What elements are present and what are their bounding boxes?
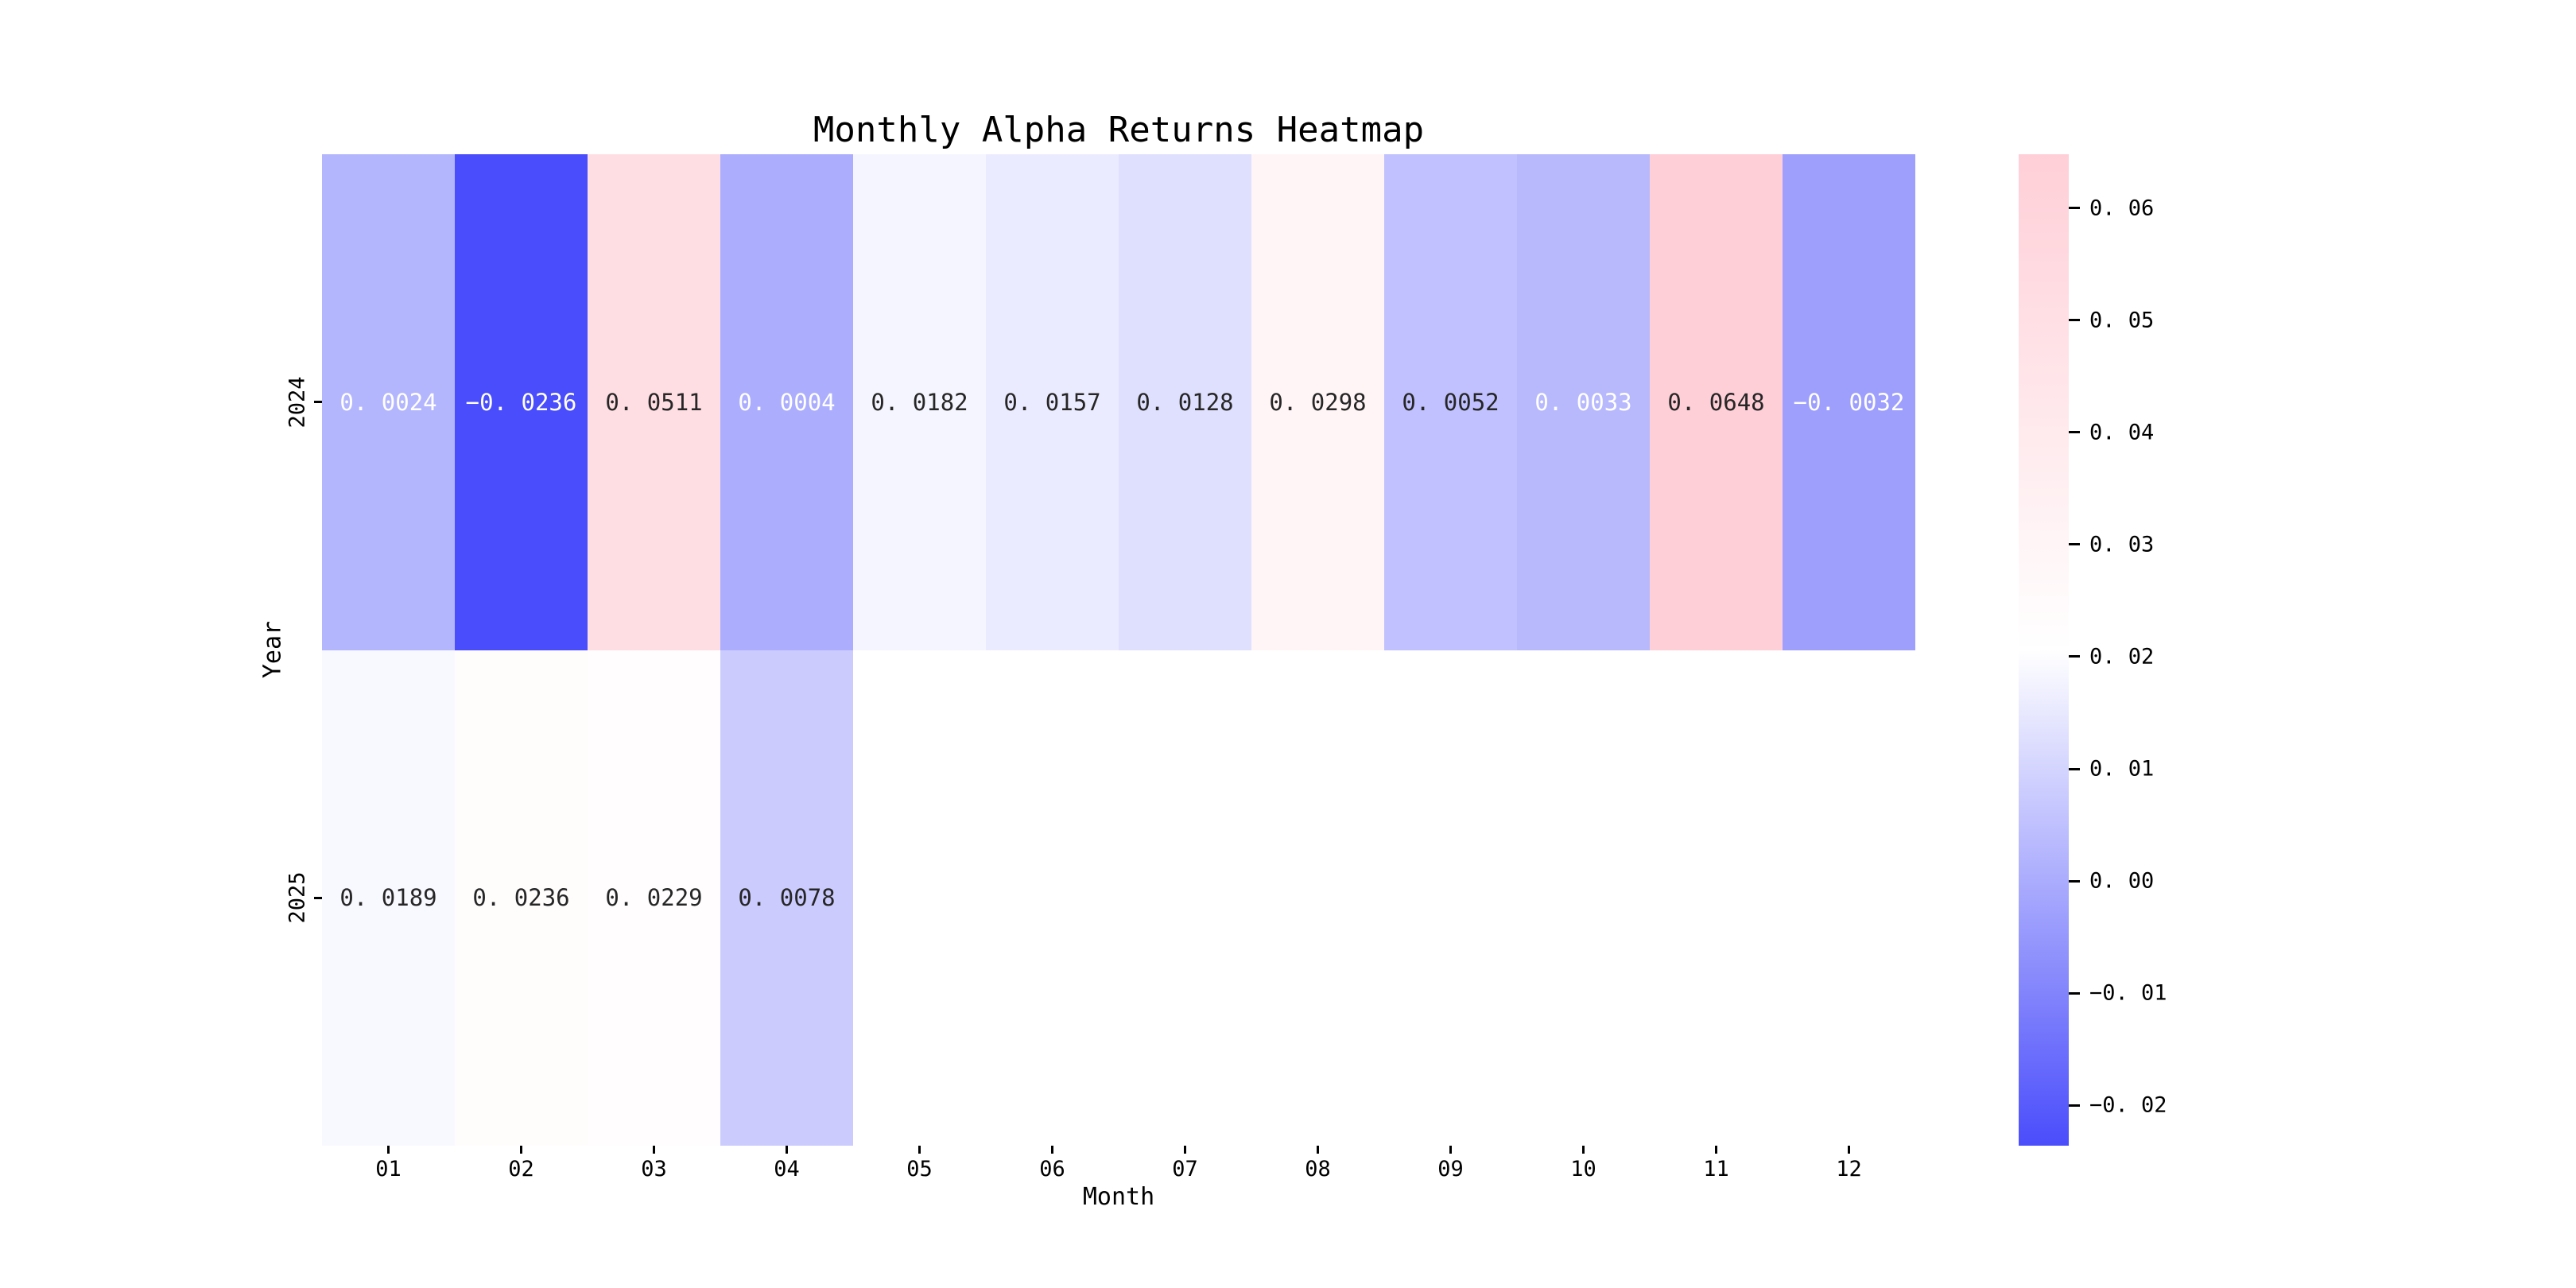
heatmap-cell-2024-07: 0. 0128	[1119, 154, 1251, 650]
cell-annotation: 0. 0182	[871, 388, 968, 416]
x-tick-label-10: 10	[1570, 1157, 1596, 1181]
colorbar-tick-label: −0. 01	[2089, 980, 2167, 1006]
x-tick-mark	[1715, 1146, 1717, 1154]
x-tick-label-11: 11	[1703, 1157, 1729, 1181]
heatmap-plot-area: 0. 0024 −0. 0236 0. 0511 0. 0004 0. 0182 0. 0…	[322, 154, 1915, 1146]
chart-title: Monthly Alpha Returns Heatmap	[813, 110, 1425, 150]
heatmap-cell-2025-07	[1119, 650, 1251, 1146]
colorbar-tick-mark	[2069, 543, 2080, 546]
cell-annotation: 0. 0298	[1269, 388, 1367, 416]
heatmap-cell-2024-10: 0. 0033	[1517, 154, 1650, 650]
colorbar-tick-label: 0. 05	[2089, 308, 2155, 333]
colorbar-tick-label: 0. 04	[2089, 420, 2155, 445]
heatmap-cell-2024-02: −0. 0236	[455, 154, 588, 650]
x-tick-mark	[520, 1146, 522, 1154]
heatmap-cell-2025-12	[1783, 650, 1915, 1146]
cell-annotation: 0. 0078	[738, 884, 836, 912]
x-tick-mark	[1848, 1146, 1850, 1154]
colorbar-tick-mark	[2069, 319, 2080, 322]
cell-annotation: 0. 0511	[605, 388, 703, 416]
cell-annotation: 0. 0189	[339, 884, 437, 912]
heatmap-cell-2025-05	[853, 650, 986, 1146]
cell-annotation: 0. 0236	[472, 884, 570, 912]
heatmap-cell-2025-03: 0. 0229	[588, 650, 720, 1146]
cell-annotation: −0. 0236	[465, 388, 577, 416]
cell-annotation: 0. 0033	[1534, 388, 1632, 416]
x-tick-label-08: 08	[1305, 1157, 1331, 1181]
heatmap-cell-2024-12: −0. 0032	[1783, 154, 1915, 650]
x-tick-mark	[918, 1146, 921, 1154]
heatmap-cell-2024-03: 0. 0511	[588, 154, 720, 650]
x-tick-mark	[1184, 1146, 1186, 1154]
x-tick-mark	[1317, 1146, 1319, 1154]
x-tick-label-12: 12	[1836, 1157, 1862, 1181]
x-tick-mark	[387, 1146, 390, 1154]
cell-annotation: 0. 0004	[738, 388, 836, 416]
x-tick-mark	[1449, 1146, 1452, 1154]
x-tick-mark	[786, 1146, 788, 1154]
cell-annotation: 0. 0052	[1402, 388, 1499, 416]
cell-annotation: 0. 0024	[339, 388, 437, 416]
heatmap-cell-2024-06: 0. 0157	[986, 154, 1119, 650]
heatmap-cell-2025-04: 0. 0078	[720, 650, 853, 1146]
x-axis-title: Month	[1082, 1183, 1155, 1211]
x-tick-mark	[1582, 1146, 1585, 1154]
y-tick-label-2025: 2025	[285, 871, 310, 924]
x-tick-label-04: 04	[774, 1157, 800, 1181]
colorbar-tick-label: 0. 01	[2089, 756, 2155, 782]
heatmap-cell-2025-01: 0. 0189	[322, 650, 455, 1146]
colorbar-tick-label: 0. 02	[2089, 644, 2155, 669]
y-tick-mark	[314, 896, 322, 899]
cell-annotation: −0. 0032	[1793, 388, 1905, 416]
cell-annotation: 0. 0229	[605, 884, 703, 912]
heatmap-cell-2025-09	[1384, 650, 1517, 1146]
cell-annotation: 0. 0128	[1136, 388, 1234, 416]
heatmap-cell-2024-08: 0. 0298	[1251, 154, 1384, 650]
colorbar-tick-label: 0. 03	[2089, 532, 2155, 557]
y-tick-mark	[314, 401, 322, 404]
heatmap-cell-2024-11: 0. 0648	[1650, 154, 1783, 650]
y-tick-label-2024: 2024	[285, 376, 310, 429]
x-tick-label-06: 06	[1039, 1157, 1065, 1181]
colorbar-tick-mark	[2069, 207, 2080, 210]
x-tick-label-07: 07	[1172, 1157, 1198, 1181]
heatmap-cell-2024-04: 0. 0004	[720, 154, 853, 650]
x-tick-label-01: 01	[375, 1157, 402, 1181]
x-tick-label-03: 03	[641, 1157, 667, 1181]
y-axis-title: Year	[258, 620, 287, 679]
colorbar-tick-label: 0. 06	[2089, 196, 2155, 221]
x-tick-mark	[653, 1146, 655, 1154]
colorbar-tick-mark	[2069, 991, 2080, 995]
colorbar-tick-label: −0. 02	[2089, 1092, 2167, 1118]
colorbar-tick-mark	[2069, 431, 2080, 434]
colorbar-tick-mark	[2069, 1104, 2080, 1107]
heatmap-cell-2025-11	[1650, 650, 1783, 1146]
heatmap-cell-2025-10	[1517, 650, 1650, 1146]
heatmap-cell-2024-05: 0. 0182	[853, 154, 986, 650]
colorbar-tick-mark	[2069, 767, 2080, 770]
colorbar-tick-label: 0. 00	[2089, 868, 2155, 894]
x-tick-label-09: 09	[1437, 1157, 1464, 1181]
cell-annotation: 0. 0157	[1003, 388, 1101, 416]
heatmap-cell-2025-08	[1251, 650, 1384, 1146]
x-tick-label-05: 05	[906, 1157, 933, 1181]
colorbar-tick-mark	[2069, 879, 2080, 883]
x-tick-mark	[1051, 1146, 1053, 1154]
x-tick-label-02: 02	[508, 1157, 534, 1181]
heatmap-cell-2024-09: 0. 0052	[1384, 154, 1517, 650]
colorbar-tick-mark	[2069, 655, 2080, 658]
heatmap-cell-2025-02: 0. 0236	[455, 650, 588, 1146]
colorbar-gradient	[2019, 154, 2069, 1146]
cell-annotation: 0. 0648	[1667, 388, 1765, 416]
heatmap-cell-2025-06	[986, 650, 1119, 1146]
heatmap-cell-2024-01: 0. 0024	[322, 154, 455, 650]
